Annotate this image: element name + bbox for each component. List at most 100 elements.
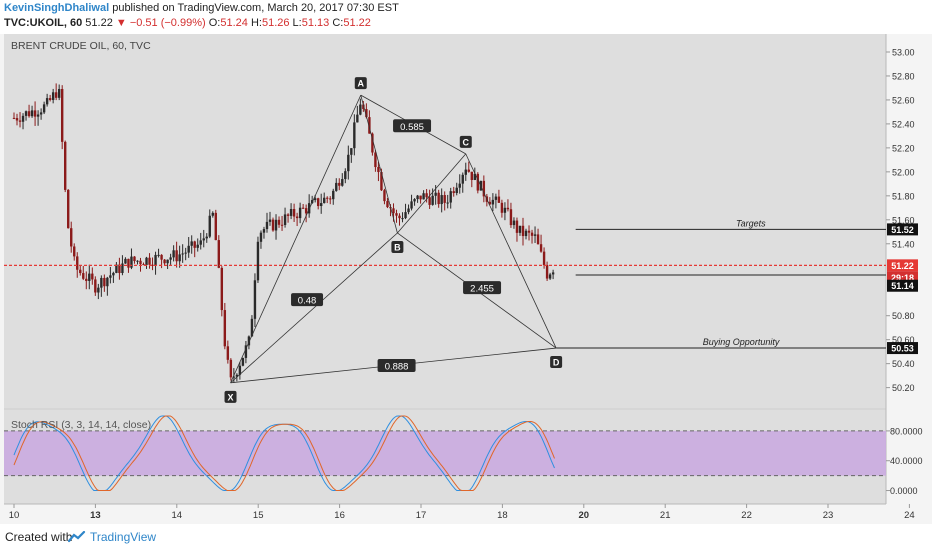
candle-body xyxy=(256,241,260,281)
pattern-ratio-label: 2.455 xyxy=(470,284,494,295)
candle-body xyxy=(112,272,115,276)
price-change: ▼ −0.51 (−0.99%) xyxy=(115,17,206,29)
stoch-axis-tick-label: 0.0000 xyxy=(890,486,918,496)
candle-body xyxy=(229,359,233,378)
candle-body xyxy=(226,346,230,360)
main-pane[interactable] xyxy=(4,34,886,408)
pattern-point-x-badge[interactable] xyxy=(224,390,237,403)
price-chart[interactable]: 53.00 52.80 52.60 52.40 52.20 52.00 51.80 51.60… xyxy=(0,34,932,524)
candle-body xyxy=(413,199,416,202)
pattern-leg[interactable] xyxy=(397,153,467,234)
candle-body xyxy=(368,117,371,134)
candle-body xyxy=(235,374,239,377)
candle-body xyxy=(271,219,275,231)
pattern-leg[interactable] xyxy=(465,153,557,349)
candle-body xyxy=(304,208,308,214)
candle-body xyxy=(356,114,359,123)
low-label: L: xyxy=(292,17,302,29)
candle-body xyxy=(208,215,211,237)
pattern-point-b-badge[interactable] xyxy=(391,240,404,253)
pattern-ratio-badge[interactable] xyxy=(463,281,502,295)
candle-body xyxy=(425,193,428,198)
candle-body xyxy=(295,216,299,219)
time-axis-tick-label: 24 xyxy=(904,510,915,521)
candle-body xyxy=(76,256,79,270)
candle-body xyxy=(392,208,395,214)
candle-body xyxy=(395,213,398,216)
candle-body xyxy=(313,198,317,201)
candle-body xyxy=(106,277,109,287)
candle-body xyxy=(545,265,549,279)
price-axis-tick-label: 50.40 xyxy=(892,359,915,369)
candle-body xyxy=(542,251,546,266)
candle-body xyxy=(329,198,332,200)
author-link[interactable]: KevinSinghDhaliwal xyxy=(4,2,110,14)
close-value: 51.22 xyxy=(343,17,371,29)
pattern-point-a-badge[interactable] xyxy=(354,77,367,90)
candle-body xyxy=(202,238,205,241)
tradingview-brand-link[interactable]: TradingView xyxy=(90,530,157,544)
candle-body xyxy=(21,115,25,122)
price-axis-tick-label: 53.00 xyxy=(892,47,915,57)
candle-body xyxy=(94,279,97,293)
candle-body xyxy=(323,197,326,204)
candle-body xyxy=(338,182,341,186)
pattern-point-c-badge[interactable] xyxy=(459,135,472,148)
candle-body xyxy=(326,197,329,199)
tradingview-logo-icon[interactable] xyxy=(68,531,86,543)
candle-body xyxy=(88,273,91,281)
candle-body xyxy=(533,234,537,236)
pattern-leg[interactable] xyxy=(360,95,398,234)
stoch-d-line xyxy=(13,415,555,491)
candle-body xyxy=(467,169,470,172)
pattern-point-d-badge[interactable] xyxy=(550,356,563,369)
candle-body xyxy=(461,174,464,184)
candle-body xyxy=(524,230,528,237)
footer: Created with TradingView xyxy=(0,524,932,550)
candle-body xyxy=(15,118,19,121)
candle-body xyxy=(464,169,467,175)
ohlc-line: TVC:UKOIL, 60 51.22 ▼ −0.51 (−0.99%) O:5… xyxy=(4,17,371,29)
stoch-axis-tick-label: 40.0000 xyxy=(890,456,923,466)
candle-body xyxy=(386,201,389,208)
price-axis-tick-label: 50.60 xyxy=(892,335,915,345)
price-axis-tick-label: 51.60 xyxy=(892,215,915,225)
price-axis-tick-label: 52.60 xyxy=(892,95,915,105)
target-level-badge xyxy=(887,223,918,236)
candle-body xyxy=(136,260,139,262)
candle-body xyxy=(163,259,166,264)
candle-body xyxy=(265,221,269,230)
pattern-ratio-badge[interactable] xyxy=(291,293,324,307)
pattern-ratio-badge[interactable] xyxy=(377,359,416,373)
candle-body xyxy=(434,192,437,196)
second-target-badge xyxy=(887,279,918,292)
candle-body xyxy=(12,117,16,119)
candle-body xyxy=(60,89,64,142)
candle-body xyxy=(398,215,401,219)
candle-body xyxy=(82,273,85,279)
candle-body xyxy=(383,190,386,202)
candle-body xyxy=(491,199,495,205)
time-axis-tick-label: 16 xyxy=(334,510,345,521)
candle-body xyxy=(404,212,407,219)
candle-body xyxy=(449,191,452,203)
candle-body xyxy=(473,173,477,180)
candle-body xyxy=(115,264,118,273)
open-label: O: xyxy=(208,17,221,29)
pattern-leg[interactable] xyxy=(230,94,362,383)
time-axis-tick-label: 10 xyxy=(9,510,20,521)
pattern-leg[interactable] xyxy=(230,232,398,384)
candle-body xyxy=(353,122,356,149)
candle-body xyxy=(512,220,516,226)
candle-body xyxy=(470,171,473,180)
price-axis-tick-label: 52.20 xyxy=(892,143,915,153)
pattern-ratio-badge[interactable] xyxy=(393,119,432,133)
time-axis-tick-label: 18 xyxy=(497,510,508,521)
candle-body xyxy=(151,264,154,266)
candle-body xyxy=(199,240,202,245)
candle-body xyxy=(298,207,302,219)
candle-body xyxy=(45,98,49,105)
price-axis-tick-label: 50.80 xyxy=(892,311,915,321)
price-axis-tick-label: 52.40 xyxy=(892,119,915,129)
candle-body xyxy=(109,275,112,278)
